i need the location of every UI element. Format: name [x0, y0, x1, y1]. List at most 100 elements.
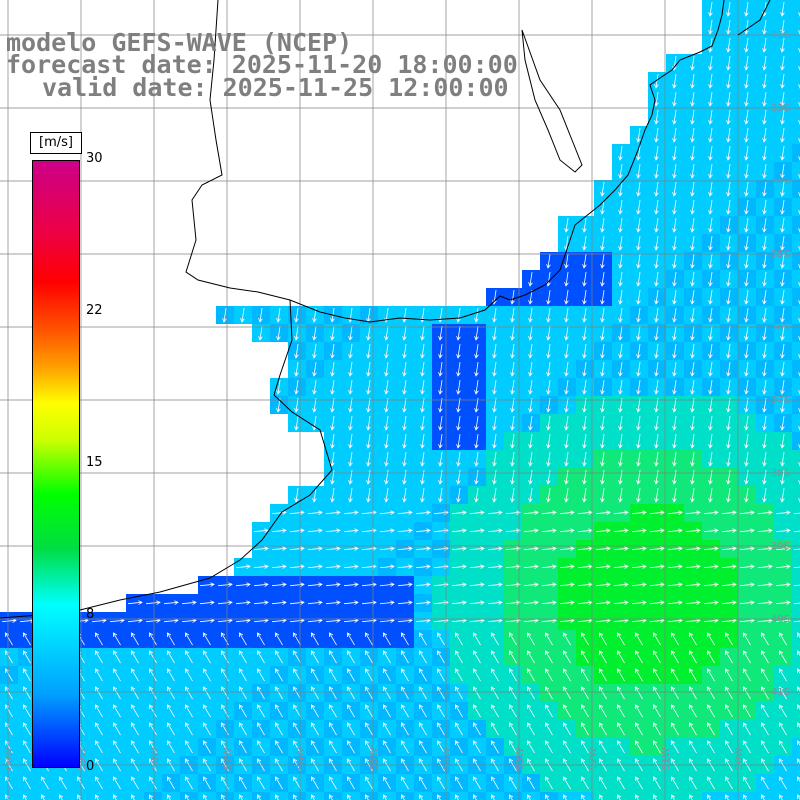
wind-arrow — [258, 308, 263, 323]
wind-arrow — [384, 434, 389, 449]
wind-arrow — [690, 416, 695, 431]
wind-arrow — [726, 128, 731, 143]
wind-arrow — [780, 110, 785, 125]
wind-arrow — [739, 546, 755, 551]
wind-arrow — [707, 740, 715, 754]
wind-arrow — [509, 632, 517, 646]
wind-arrow — [743, 686, 751, 700]
wind-arrow — [491, 704, 499, 718]
wind-arrow — [780, 362, 785, 377]
wind-arrow — [185, 632, 193, 646]
wind-arrow — [636, 344, 641, 359]
wind-arrow — [762, 398, 767, 413]
wind-arrow — [582, 398, 587, 413]
wind-arrow — [582, 470, 587, 485]
wind-arrow — [600, 452, 605, 467]
wind-arrow — [239, 668, 247, 682]
wind-cell — [234, 792, 252, 800]
wind-arrow — [492, 452, 497, 467]
wind-arrow — [528, 290, 533, 305]
wind-arrow — [510, 470, 515, 485]
wind-arrow — [402, 452, 407, 467]
wind-arrow — [654, 344, 659, 359]
wind-arrow — [167, 740, 175, 754]
wind-arrow — [725, 794, 730, 800]
wind-arrow — [541, 546, 557, 551]
wind-arrow — [793, 566, 800, 569]
wind-cell — [792, 126, 800, 144]
wind-arrow — [762, 416, 767, 431]
wind-arrow — [654, 146, 659, 161]
wind-arrow — [775, 510, 791, 515]
wind-arrow — [383, 740, 391, 754]
wind-arrow — [23, 740, 31, 754]
wind-arrow — [636, 416, 641, 431]
wind-arrow — [366, 398, 371, 413]
wind-arrow — [330, 416, 335, 431]
wind-arrow — [581, 794, 586, 800]
wind-arrow — [563, 776, 571, 790]
wind-arrow — [726, 164, 731, 179]
wind-arrow — [365, 776, 373, 790]
wind-arrow — [361, 564, 377, 569]
wind-arrow — [59, 794, 64, 800]
wind-arrow — [582, 380, 587, 395]
wind-arrow — [757, 564, 773, 569]
wind-cell — [216, 792, 234, 800]
wind-arrow — [726, 434, 731, 449]
wind-arrow — [654, 236, 659, 251]
wind-arrow — [744, 182, 749, 197]
wind-cell — [792, 612, 800, 630]
wind-arrow — [762, 254, 767, 269]
wind-arrow — [762, 452, 767, 467]
wind-arrow — [672, 434, 677, 449]
wind-arrow — [383, 794, 388, 800]
wind-arrow — [437, 776, 445, 790]
wind-arrow — [271, 528, 287, 533]
wind-cell — [792, 486, 800, 504]
wind-arrow — [762, 236, 767, 251]
longitude-label: 58W — [150, 747, 161, 770]
wind-arrow — [420, 488, 425, 503]
wind-arrow — [780, 272, 785, 287]
wind-cell — [792, 144, 800, 162]
wind-arrow — [492, 308, 497, 323]
wind-arrow — [199, 582, 215, 587]
wind-arrow — [293, 740, 301, 754]
wind-cell — [468, 792, 486, 800]
wind-arrow — [149, 722, 157, 736]
wind-arrow — [222, 308, 227, 323]
wind-arrow — [690, 92, 695, 107]
wind-arrow — [221, 722, 229, 736]
wind-arrow — [726, 416, 731, 431]
wind-arrow — [726, 218, 731, 233]
wind-arrow — [726, 272, 731, 287]
wind-arrow — [510, 488, 515, 503]
wind-arrow — [487, 510, 503, 515]
wind-arrow — [653, 632, 661, 646]
wind-arrow — [257, 650, 265, 664]
wind-arrow — [545, 650, 553, 664]
wind-arrow — [564, 308, 569, 323]
wind-arrow — [456, 488, 461, 503]
wind-arrow — [631, 564, 647, 569]
wind-arrow — [743, 650, 751, 664]
wind-arrow — [149, 740, 157, 754]
wind-arrow — [330, 380, 335, 395]
wind-arrow — [271, 600, 287, 605]
wind-arrow — [726, 74, 731, 89]
wind-arrow — [618, 344, 623, 359]
wind-cell — [594, 792, 612, 800]
wind-arrow — [726, 146, 731, 161]
wind-arrow — [672, 110, 677, 125]
wind-arrow — [415, 510, 431, 515]
wind-arrow — [744, 272, 749, 287]
wind-arrow — [523, 600, 539, 605]
wind-arrow — [780, 164, 785, 179]
wind-arrow — [253, 600, 269, 605]
wind-arrow — [685, 528, 701, 533]
wind-arrow — [473, 668, 481, 682]
longitude-label: 59W — [77, 747, 88, 770]
wind-arrow — [253, 564, 269, 569]
wind-arrow — [401, 686, 409, 700]
